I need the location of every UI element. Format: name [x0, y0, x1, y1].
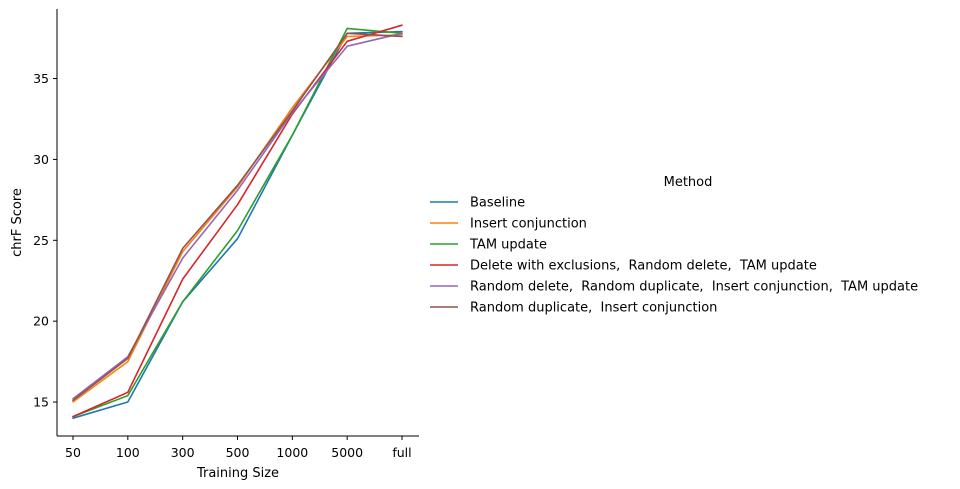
- series-line-6: [72, 32, 403, 402]
- legend-label: Random delete, Random duplicate, Insert …: [470, 280, 918, 295]
- x-axis-title: Training Size: [196, 466, 279, 481]
- legend-title: Method: [664, 175, 713, 190]
- x-tick-label: 5000: [331, 445, 363, 460]
- legend-label: Insert conjunction: [470, 217, 587, 232]
- x-axis-ticks: 50 100 300 500 1000 5000 full: [65, 436, 412, 460]
- series-line-2: [72, 34, 403, 403]
- y-axis-title: chrF Score: [10, 188, 25, 257]
- y-axis-ticks: 15 20 25 30 35: [33, 71, 57, 410]
- series-line-4: [72, 24, 403, 418]
- y-tick-label: 30: [33, 152, 49, 167]
- x-tick-label: 100: [116, 445, 140, 460]
- x-tick-label: 300: [171, 445, 195, 460]
- series-line-5: [72, 32, 403, 400]
- y-tick-label: 25: [33, 233, 49, 248]
- legend-label: TAM update: [469, 238, 547, 253]
- legend-label: Random duplicate, Insert conjunction: [470, 301, 717, 316]
- y-tick-label: 35: [33, 71, 49, 86]
- x-tick-label: 50: [65, 445, 81, 460]
- legend: Method Baseline Insert conjunction TAM upd…: [430, 175, 918, 316]
- legend-label: Baseline: [470, 196, 525, 211]
- y-tick-label: 20: [33, 314, 49, 329]
- x-tick-label: 500: [226, 445, 250, 460]
- x-tick-label: full: [392, 445, 411, 460]
- series-line-3: [72, 27, 403, 418]
- series-lines: [72, 24, 403, 420]
- y-tick-label: 15: [33, 395, 49, 410]
- legend-label: Delete with exclusions, Random delete, T…: [470, 259, 817, 274]
- x-tick-label: 1000: [276, 445, 308, 460]
